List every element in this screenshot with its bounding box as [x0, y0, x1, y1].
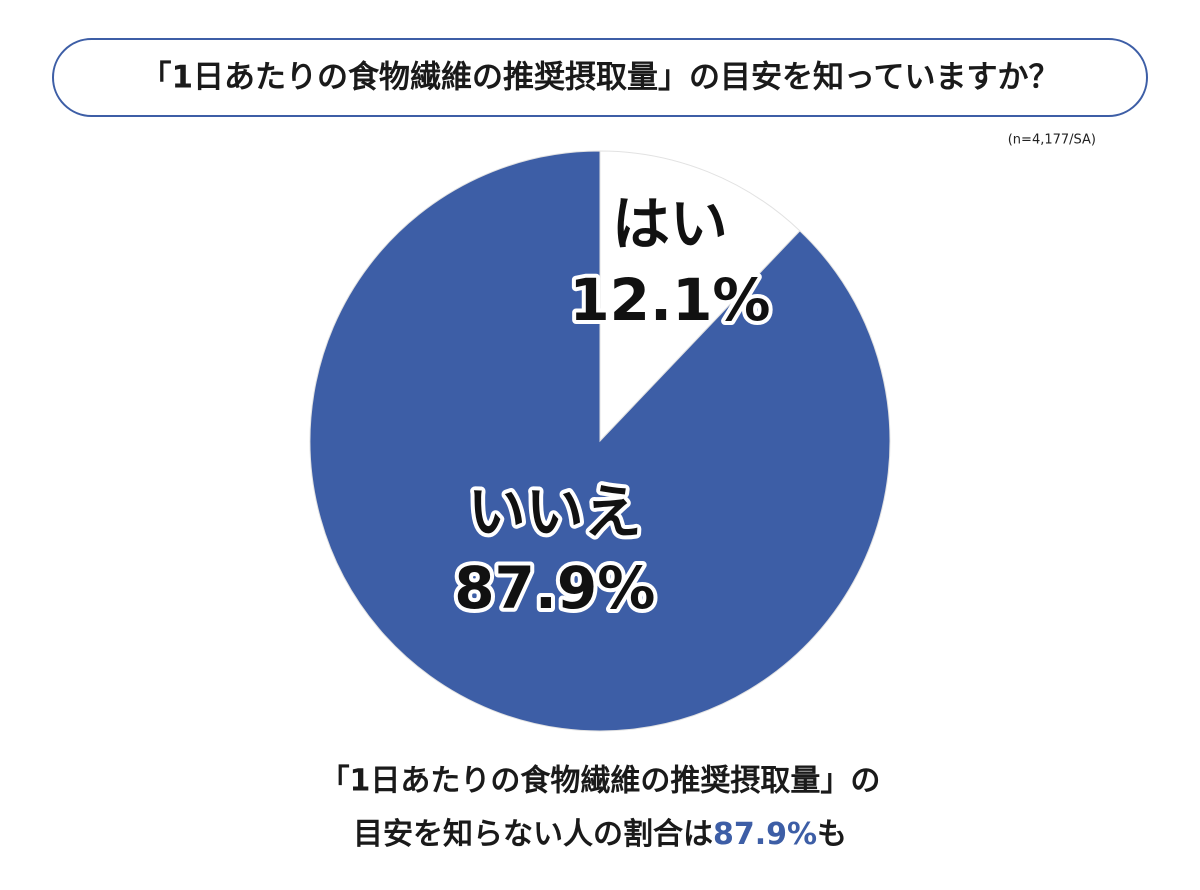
- caption-highlight: 87.9%: [713, 817, 817, 852]
- pie: [309, 150, 891, 732]
- slice-label: いいえ: [468, 478, 642, 546]
- chart-title: 「1日あたりの食物繊維の推奨摂取量」の目安を知っていますか？: [140, 60, 1059, 96]
- caption-text: も: [817, 817, 847, 852]
- value-label: 12.1%: [569, 266, 770, 334]
- pie-slice: [309, 150, 891, 732]
- slice-label: はい: [612, 190, 728, 258]
- pie-slice: [599, 150, 801, 443]
- caption-line: 目安を知らない人の割合は87.9%も: [353, 817, 847, 852]
- title-box: [52, 38, 1148, 117]
- value-label: 87.9%: [454, 554, 655, 622]
- caption-text: 目安を知らない人の割合は: [353, 817, 713, 852]
- caption-line: 「1日あたりの食物繊維の推奨摂取量」の: [320, 764, 881, 799]
- sample-note: (n=4,177/SA): [1008, 133, 1096, 148]
